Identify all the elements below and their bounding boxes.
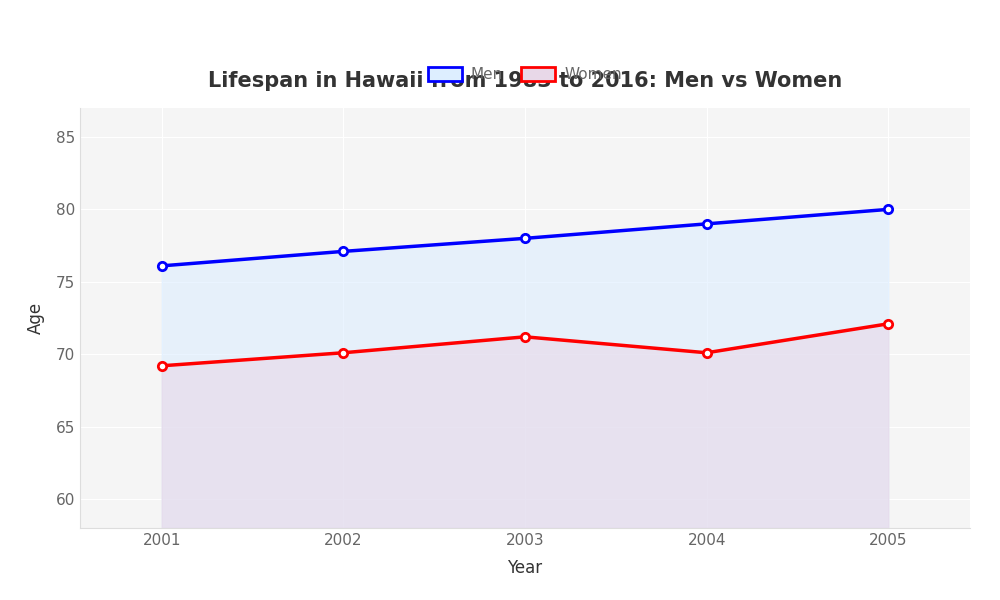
Title: Lifespan in Hawaii from 1983 to 2016: Men vs Women: Lifespan in Hawaii from 1983 to 2016: Me… xyxy=(208,71,842,91)
Y-axis label: Age: Age xyxy=(27,302,45,334)
Legend: Men, Women: Men, Women xyxy=(422,61,628,88)
X-axis label: Year: Year xyxy=(507,559,543,577)
